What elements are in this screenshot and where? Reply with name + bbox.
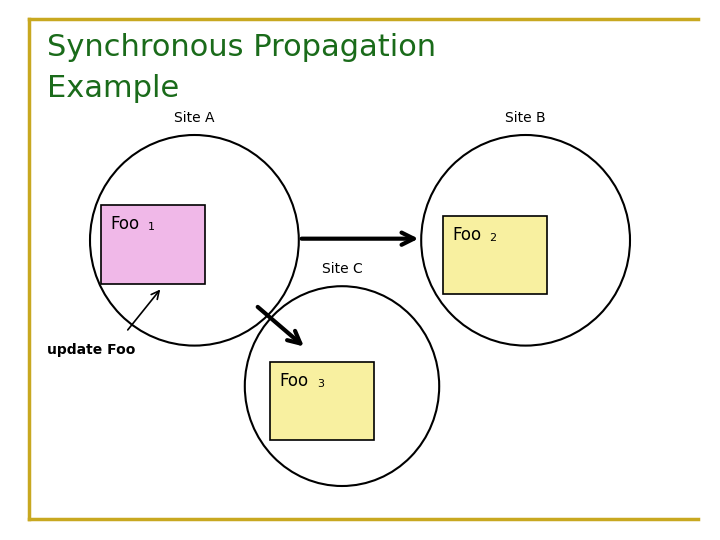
- Text: Site B: Site B: [505, 111, 546, 125]
- Text: Synchronous Propagation: Synchronous Propagation: [47, 33, 436, 62]
- FancyBboxPatch shape: [443, 216, 547, 294]
- Text: Foo: Foo: [110, 215, 139, 233]
- Text: Site C: Site C: [322, 262, 362, 276]
- Text: Foo: Foo: [279, 372, 308, 389]
- FancyBboxPatch shape: [101, 205, 205, 284]
- Text: 3: 3: [317, 379, 324, 389]
- Text: 1: 1: [148, 222, 155, 233]
- Text: update Foo: update Foo: [47, 343, 135, 357]
- FancyBboxPatch shape: [270, 362, 374, 440]
- Text: Site A: Site A: [174, 111, 215, 125]
- Text: Foo: Foo: [452, 226, 481, 244]
- Text: Example: Example: [47, 73, 179, 103]
- Text: 2: 2: [490, 233, 497, 244]
